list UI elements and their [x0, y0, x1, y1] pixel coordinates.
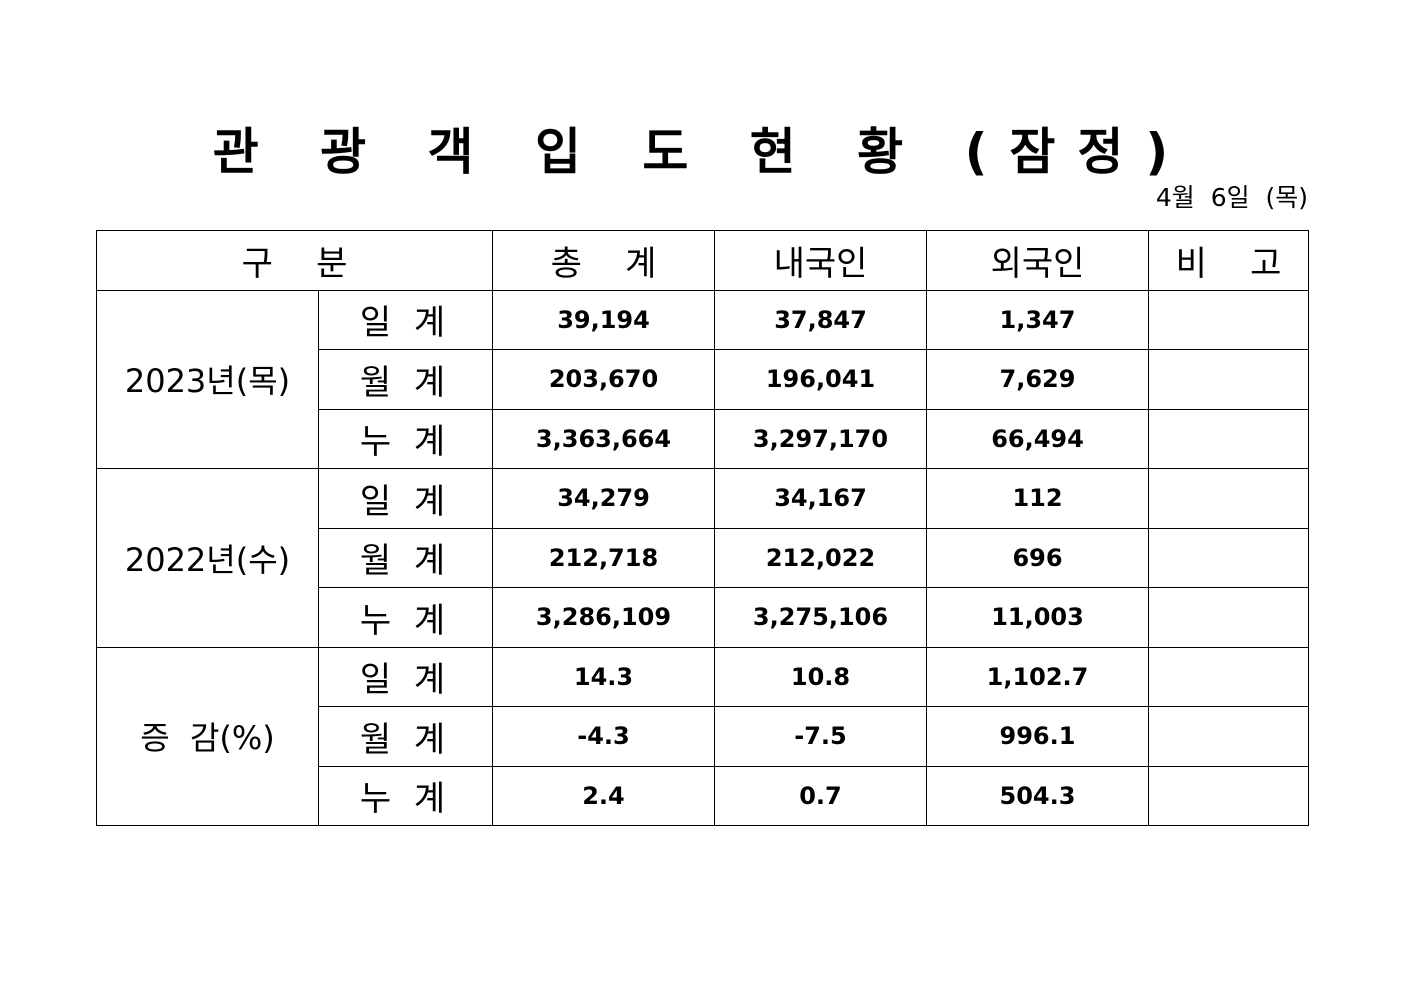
domestic-cell: 212,022 [714, 527, 927, 588]
foreign-cell: 504.3 [926, 765, 1149, 826]
table-row: 누 계 2.4 0.7 504.3 [97, 765, 1309, 826]
domestic-cell: -7.5 [714, 706, 927, 767]
note-cell [1148, 468, 1309, 529]
header-domestic: 내국인 [714, 230, 927, 291]
total-cell: 34,279 [492, 468, 715, 529]
domestic-cell: 37,847 [714, 289, 927, 350]
period-label: 월 계 [318, 706, 493, 767]
foreign-cell: 11,003 [926, 587, 1149, 648]
period-label: 누 계 [318, 765, 493, 826]
group-label: 2022년(수) [96, 468, 319, 648]
report-date: 4월 6일 (목) [1155, 183, 1308, 212]
note-cell [1148, 408, 1309, 469]
total-cell: 3,286,109 [492, 587, 715, 648]
foreign-cell: 1,347 [926, 289, 1149, 350]
period-label: 일 계 [318, 468, 493, 529]
header-row: 구 분 총 계 내국인 외국인 비 고 [96, 230, 1309, 291]
table-row: 증 감(%) 일 계 14.3 10.8 1,102.7 [96, 646, 1309, 826]
domestic-cell: 196,041 [714, 349, 927, 410]
period-label: 일 계 [318, 646, 493, 707]
period-label: 일 계 [318, 289, 493, 350]
table-row: 2022년(수) 일 계 34,279 34,167 112 [96, 468, 1309, 648]
header-note: 비 고 [1148, 230, 1309, 291]
note-cell [1148, 765, 1309, 826]
note-cell [1148, 706, 1309, 767]
foreign-cell: 1,102.7 [926, 646, 1149, 707]
tourist-arrivals-table: 구 분 총 계 내국인 외국인 비 고 2023년(목) 일 계 39,194 37,… [96, 230, 1309, 826]
table-row: 누 계 3,363,664 3,297,170 66,494 [97, 408, 1309, 469]
domestic-cell: 0.7 [714, 765, 927, 826]
page-title: 관 광 객 입 도 현 황 (잠정) [212, 123, 1191, 181]
total-cell: 14.3 [492, 646, 715, 707]
domestic-cell: 10.8 [714, 646, 927, 707]
table-row: 월 계 -4.3 -7.5 996.1 [97, 706, 1309, 767]
note-cell [1148, 646, 1309, 707]
note-cell [1148, 527, 1309, 588]
period-label: 월 계 [318, 349, 493, 410]
header-category: 구 분 [96, 230, 493, 291]
period-label: 누 계 [318, 408, 493, 469]
total-cell: 212,718 [492, 527, 715, 588]
table-row: 누 계 3,286,109 3,275,106 11,003 [97, 587, 1309, 648]
note-cell [1148, 349, 1309, 410]
domestic-cell: 34,167 [714, 468, 927, 529]
period-label: 월 계 [318, 527, 493, 588]
foreign-cell: 996.1 [926, 706, 1149, 767]
foreign-cell: 7,629 [926, 349, 1149, 410]
table-row: 월 계 212,718 212,022 696 [97, 527, 1309, 588]
group-label: 증 감(%) [96, 646, 319, 826]
header-total: 총 계 [492, 230, 715, 291]
note-cell [1148, 289, 1309, 350]
foreign-cell: 696 [926, 527, 1149, 588]
table-row: 2023년(목) 일 계 39,194 37,847 1,347 [96, 289, 1309, 469]
total-cell: 39,194 [492, 289, 715, 350]
domestic-cell: 3,275,106 [714, 587, 927, 648]
total-cell: 3,363,664 [492, 408, 715, 469]
total-cell: -4.3 [492, 706, 715, 767]
foreign-cell: 112 [926, 468, 1149, 529]
domestic-cell: 3,297,170 [714, 408, 927, 469]
total-cell: 203,670 [492, 349, 715, 410]
total-cell: 2.4 [492, 765, 715, 826]
period-label: 누 계 [318, 587, 493, 648]
group-label: 2023년(목) [96, 289, 319, 469]
header-foreign: 외국인 [926, 230, 1149, 291]
note-cell [1148, 587, 1309, 648]
foreign-cell: 66,494 [926, 408, 1149, 469]
